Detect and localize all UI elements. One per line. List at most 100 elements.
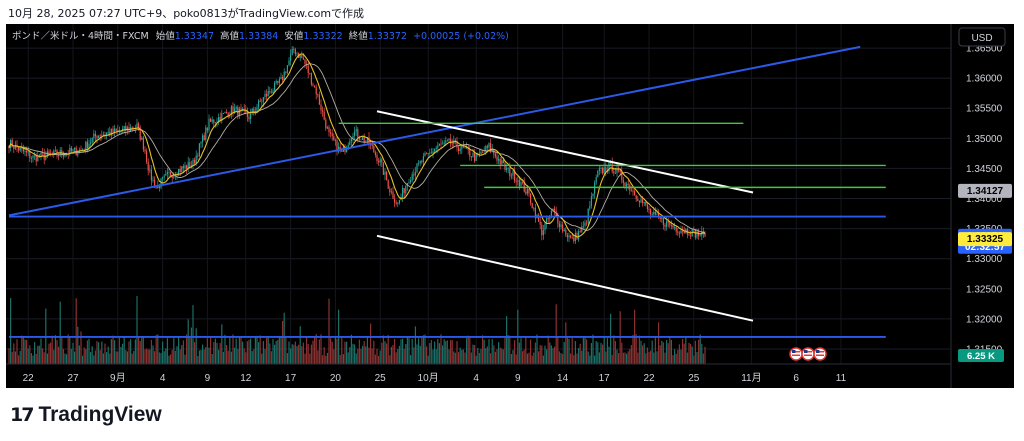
candle-body [675, 227, 677, 232]
volume-bar [299, 326, 301, 364]
us-flag-event-icon[interactable] [789, 347, 803, 361]
volume-bar [416, 344, 418, 364]
candle-body [58, 155, 60, 157]
volume-bar [661, 340, 663, 364]
drawn-line-0[interactable] [8, 45, 861, 217]
volume-bar [94, 350, 96, 364]
price-chart[interactable]: 1.315001.320001.325001.330001.335001.340… [6, 24, 1014, 388]
volume-bar [118, 337, 120, 364]
volume-bar [96, 341, 98, 364]
currency-button[interactable] [958, 27, 1006, 47]
candle-body [355, 129, 357, 132]
volume-bar [213, 342, 215, 364]
price-tick-label: 1.33000 [966, 254, 1003, 265]
time-tick-label: 4 [473, 373, 479, 384]
candle-body [302, 58, 304, 60]
volume-bar [550, 345, 552, 364]
candle-body [578, 231, 580, 240]
volume-bar [515, 354, 517, 364]
volume-bar [534, 342, 536, 364]
candle-body [459, 149, 461, 151]
volume-bar [590, 343, 592, 364]
volume-bar [245, 352, 247, 364]
event-markers[interactable] [789, 347, 827, 361]
time-tick-label: 27 [67, 373, 79, 384]
candle-body [624, 182, 626, 187]
candle-body [299, 54, 301, 58]
volume-bar [694, 340, 696, 364]
price-axis[interactable]: 1.315001.320001.325001.330001.335001.340… [6, 24, 1003, 388]
candle-body [90, 142, 92, 144]
volume-bar [186, 334, 188, 364]
volume-bar [531, 355, 533, 364]
us-flag-event-icon[interactable] [813, 347, 827, 361]
candle-body [310, 73, 312, 85]
volume-bar [16, 339, 18, 364]
volume-bar [462, 349, 464, 364]
volume-bar [442, 345, 444, 364]
volume-bar [526, 353, 528, 364]
candle-body [272, 90, 274, 94]
chart-panel[interactable]: 1.315001.320001.325001.330001.335001.340… [6, 24, 1014, 388]
volume-bar [562, 354, 564, 364]
candle-body [619, 170, 621, 172]
candle-body [531, 203, 533, 209]
candle-body [286, 65, 288, 73]
volume-bar [598, 352, 600, 364]
candle-body [496, 156, 498, 161]
drawings[interactable] [8, 45, 886, 338]
candle-body [146, 151, 148, 162]
candle-body [354, 131, 356, 136]
candle-body [141, 137, 143, 140]
candle-body [442, 143, 444, 145]
volume-bar [125, 349, 127, 364]
candle-body [270, 92, 272, 94]
volume-bar [224, 334, 226, 364]
volume-bar [326, 352, 328, 364]
volume-bar [368, 347, 370, 364]
volume-bar [302, 342, 304, 364]
volume-bar [378, 355, 380, 364]
candle-body [574, 232, 576, 242]
volume-bar [443, 339, 445, 364]
volume-bar [53, 349, 55, 364]
drawn-line-1[interactable] [376, 110, 754, 194]
candle-body [219, 117, 221, 122]
candle-body [285, 71, 287, 73]
candle-body [350, 138, 352, 142]
candle-body [35, 155, 37, 162]
candle-body [227, 113, 229, 117]
candle-body [72, 149, 74, 152]
candle-body [147, 161, 149, 171]
candle-body [184, 165, 186, 169]
candle-body [96, 136, 98, 138]
candle-body [304, 59, 306, 64]
candle-body [168, 171, 170, 173]
volume-bar [677, 349, 679, 364]
candle-body [291, 48, 293, 55]
candle-body [170, 171, 172, 176]
volume-bar [472, 344, 474, 364]
volume-bar [528, 352, 530, 364]
flag-stripe [816, 351, 824, 353]
candle-body [592, 193, 594, 197]
drawn-line-2[interactable] [376, 234, 754, 322]
volume-bar [474, 345, 476, 364]
volume-bar [525, 337, 527, 364]
candle-body [598, 168, 600, 172]
candle-body [498, 158, 500, 161]
price-tick-label: 1.35000 [966, 134, 1003, 145]
volume-bar [110, 339, 112, 364]
volume-bar [496, 349, 498, 364]
marked-level-badge [958, 183, 1012, 198]
time-axis[interactable]: 22 27 9月 4 9 12 17 20 25 10月 4 9 14 17 22 25 11月 6 11 [23, 372, 847, 384]
candle-body [659, 216, 661, 219]
candle-body [650, 209, 652, 215]
volume-bar [173, 338, 175, 364]
candle-body [379, 159, 381, 163]
volume-bar [678, 344, 680, 364]
us-flag-event-icon[interactable] [801, 347, 815, 361]
volume-bar [139, 341, 141, 364]
volume-bar [93, 355, 95, 364]
